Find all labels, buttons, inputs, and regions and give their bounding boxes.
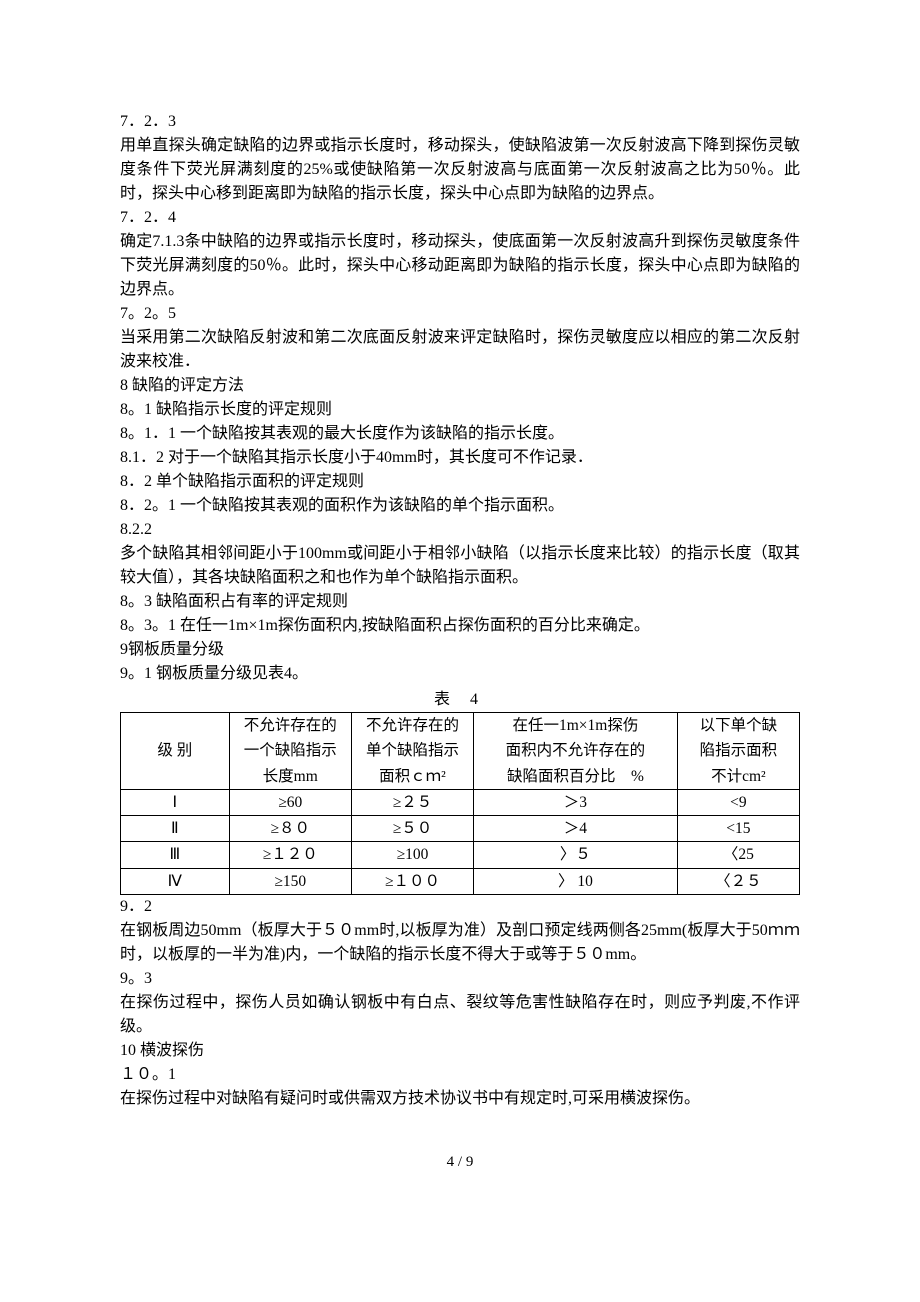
paragraph: 7．2．3 <box>120 110 800 134</box>
table-cell: 〈２５ <box>677 868 799 894</box>
table-header-cell: 以下单个缺 <box>677 713 799 739</box>
table-cell: 〉 10 <box>474 868 678 894</box>
paragraph: 8。3。1 在任一1m×1m探伤面积内,按缺陷面积占探伤面积的百分比来确定。 <box>120 614 800 638</box>
paragraph: １０。1 <box>120 1063 800 1087</box>
table-cell: <9 <box>677 789 799 815</box>
table-cell: ≥５０ <box>351 816 473 842</box>
table-header-cell: 陷指示面积 <box>677 738 799 763</box>
paragraph: 用单直探头确定缺陷的边界或指示长度时，移动探头，使缺陷波第一次反射波高下降到探伤… <box>120 134 800 206</box>
table-row: Ⅱ ≥８０ ≥５０ ＞4 <15 <box>121 816 800 842</box>
paragraph: 当采用第二次缺陷反射波和第二次底面反射波来评定缺陷时，探伤灵敏度应以相应的第二次… <box>120 326 800 374</box>
table-header-cell: 长度mm <box>229 764 351 790</box>
quality-grade-table: 级 别 不允许存在的 不允许存在的 在任一1m×1m探伤 以下单个缺 一个缺陷指… <box>120 712 800 895</box>
paragraph: 在探伤过程中对缺陷有疑问时或供需双方技术协议书中有规定时,可采用横波探伤。 <box>120 1087 800 1111</box>
table-row: Ⅰ ≥60 ≥２５ ＞3 <9 <box>121 789 800 815</box>
paragraph: 在探伤过程中，探伤人员如确认钢板中有白点、裂纹等危害性缺陷存在时，则应予判废,不… <box>120 991 800 1039</box>
paragraph: 9。1 钢板质量分级见表4。 <box>120 662 800 686</box>
paragraph: 9钢板质量分级 <box>120 638 800 662</box>
paragraph: 8．2 单个缺陷指示面积的评定规则 <box>120 470 800 494</box>
table-header-cell: 一个缺陷指示 <box>229 738 351 763</box>
table-cell: ≥２５ <box>351 789 473 815</box>
table-cell: <15 <box>677 816 799 842</box>
table-cell: Ⅲ <box>121 842 230 868</box>
table-cell: ＞3 <box>474 789 678 815</box>
paragraph: 8.2.2 <box>120 518 800 542</box>
paragraph: 8．2。1 一个缺陷按其表观的面积作为该缺陷的单个指示面积。 <box>120 494 800 518</box>
table-header-cell: 面积内不允许存在的 <box>474 738 678 763</box>
table-cell: ≥８０ <box>229 816 351 842</box>
table-header-cell: 面积ｃｍ² <box>351 764 473 790</box>
table-cell: ≥１２０ <box>229 842 351 868</box>
table-cell: ≥100 <box>351 842 473 868</box>
paragraph: 8。1 缺陷指示长度的评定规则 <box>120 398 800 422</box>
table-cell: Ⅱ <box>121 816 230 842</box>
paragraph: 8。3 缺陷面积占有率的评定规则 <box>120 590 800 614</box>
table-header-cell: 在任一1m×1m探伤 <box>474 713 678 739</box>
table-cell: ≥60 <box>229 789 351 815</box>
table-caption: 表 4 <box>120 688 800 712</box>
table-header-cell: 不允许存在的 <box>351 713 473 739</box>
table-cell: ＞4 <box>474 816 678 842</box>
table-header-cell: 不允许存在的 <box>229 713 351 739</box>
paragraph: 9。3 <box>120 967 800 991</box>
paragraph: 7．2．4 <box>120 206 800 230</box>
paragraph: 在钢板周边50mm（板厚大于５０mm时,以板厚为准）及剖口预定线两侧各25mm(… <box>120 919 800 967</box>
paragraph: 8 缺陷的评定方法 <box>120 374 800 398</box>
paragraph: 8。1．1 一个缺陷按其表观的最大长度作为该缺陷的指示长度。 <box>120 422 800 446</box>
table-cell: ≥１００ <box>351 868 473 894</box>
paragraph: 确定7.1.3条中缺陷的边界或指示长度时，移动探头，使底面第一次反射波高升到探伤… <box>120 230 800 302</box>
table-header-cell: 缺陷面积百分比 % <box>474 764 678 790</box>
table-header-cell: 单个缺陷指示 <box>351 738 473 763</box>
table-cell: ≥150 <box>229 868 351 894</box>
table-cell: Ⅰ <box>121 789 230 815</box>
paragraph: 7。2。5 <box>120 302 800 326</box>
document-page: 7．2．3 用单直探头确定缺陷的边界或指示长度时，移动探头，使缺陷波第一次反射波… <box>0 0 920 1213</box>
table-cell: Ⅳ <box>121 868 230 894</box>
page-number: 4 / 9 <box>120 1151 800 1174</box>
table-cell: 〉５ <box>474 842 678 868</box>
paragraph: 9．2 <box>120 895 800 919</box>
paragraph: 8.1．2 对于一个缺陷其指示长度小于40mm时，其长度可不作记录． <box>120 446 800 470</box>
table-row: Ⅲ ≥１２０ ≥100 〉５ 〈25 <box>121 842 800 868</box>
table-header-row: 级 别 不允许存在的 不允许存在的 在任一1m×1m探伤 以下单个缺 <box>121 713 800 739</box>
table-header-cell: 不计cm² <box>677 764 799 790</box>
paragraph: 10 横波探伤 <box>120 1039 800 1063</box>
paragraph: 多个缺陷其相邻间距小于100mm或间距小于相邻小缺陷（以指示长度来比较）的指示长… <box>120 542 800 590</box>
table-row: Ⅳ ≥150 ≥１００ 〉 10 〈２５ <box>121 868 800 894</box>
table-header-cell: 级 别 <box>121 713 230 790</box>
table-cell: 〈25 <box>677 842 799 868</box>
